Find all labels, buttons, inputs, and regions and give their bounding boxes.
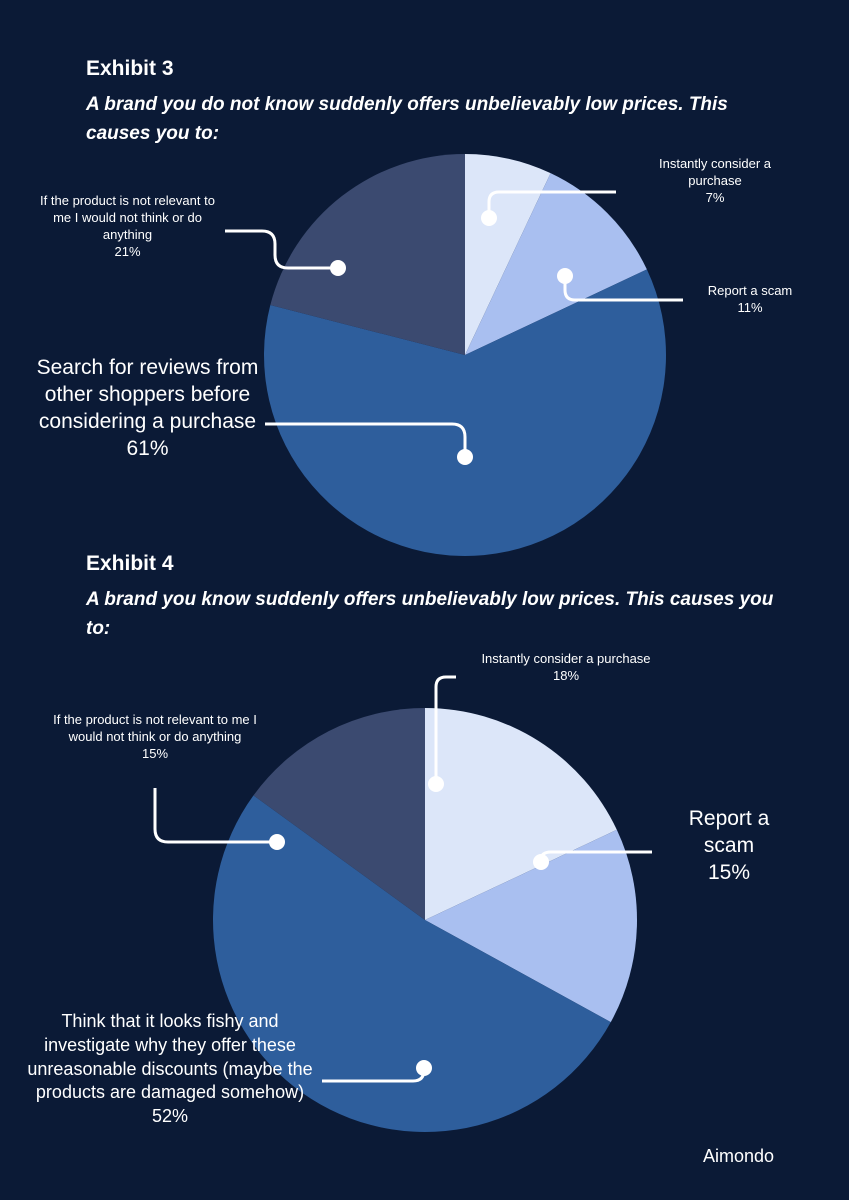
leader-dot-e3-consider <box>481 210 497 226</box>
exhibit-4-pie <box>213 707 638 1132</box>
exhibit-3-title: Exhibit 3 <box>86 57 174 80</box>
leader-e3-scam <box>563 276 683 302</box>
label-e3-scam: Report a scam 11% <box>707 283 793 316</box>
pie-slice-e3-irrelevant <box>270 154 465 355</box>
label-e4-scam: Report a scam 15% <box>688 807 770 884</box>
pie-slice-e4-scam <box>425 829 638 1023</box>
exhibit-4-title: Exhibit 4 <box>86 552 174 575</box>
label-e3-consider: Instantly consider a purchase 7% <box>658 156 771 206</box>
exhibit-3-question: A brand you do not know suddenly offers … <box>86 94 728 144</box>
leader-dot-e3-irrelevant <box>330 260 346 276</box>
leader-dot-e4-consider <box>428 776 444 792</box>
leader-dot-e3-scam <box>557 268 573 284</box>
leader-e4-irrelevant <box>153 788 277 844</box>
label-e3-reviews: Search for reviews from other shoppers b… <box>36 356 259 460</box>
leader-e3-reviews <box>265 422 467 457</box>
label-e3-irrelevant: If the product is not relevant to me I w… <box>40 193 215 260</box>
leader-dot-e4-irrelevant <box>269 834 285 850</box>
pie-slice-e4-consider <box>425 707 617 920</box>
leader-dot-e3-reviews <box>457 449 473 465</box>
label-e4-irrelevant: If the product is not relevant to me I w… <box>53 712 257 762</box>
pie-slice-e4-irrelevant <box>253 708 425 920</box>
pie-slice-e3-consider <box>465 154 551 355</box>
brand-logo-text: Aimondo <box>703 1146 775 1166</box>
exhibit-3-pie <box>264 154 667 557</box>
label-e4-consider: Instantly consider a purchase 18% <box>481 651 651 684</box>
exhibit-4-question: A brand you know suddenly offers unbelie… <box>86 589 774 639</box>
label-e4-fishy: Think that it looks fishy and investigat… <box>27 1011 313 1126</box>
label-leader-lines <box>153 190 683 1083</box>
leader-e3-irrelevant <box>225 229 338 270</box>
leader-dot-e4-scam <box>533 854 549 870</box>
pie-slice-e3-scam <box>465 173 647 355</box>
pie-slice-e4-fishy <box>213 795 611 1132</box>
pie-slice-e3-reviews <box>264 269 667 557</box>
leader-e4-consider <box>434 675 456 784</box>
leader-dot-e4-fishy <box>416 1060 432 1076</box>
leader-e3-consider <box>487 190 616 218</box>
